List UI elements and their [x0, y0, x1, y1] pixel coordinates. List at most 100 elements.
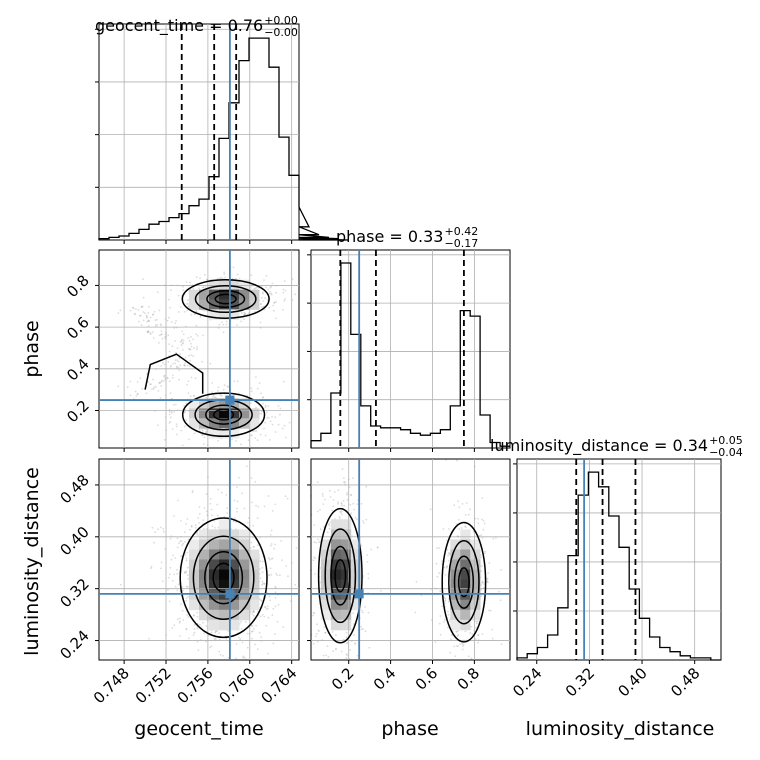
scatter-point [264, 406, 267, 409]
scatter-point [268, 292, 271, 295]
scatter-point [326, 645, 329, 648]
scatter-point [322, 654, 325, 657]
scatter-point [287, 575, 289, 578]
scatter-point [255, 504, 257, 507]
scatter-point [420, 594, 423, 597]
scatter-point [168, 298, 170, 301]
scatter-point [206, 528, 208, 530]
scatter-point [285, 436, 287, 439]
scatter-point [220, 276, 223, 279]
scatter-point [194, 377, 197, 380]
scatter-point [471, 633, 474, 635]
scatter-point [185, 628, 188, 631]
scatter-point [186, 552, 189, 554]
scatter-point [241, 492, 243, 495]
scatter-point [314, 635, 317, 638]
scatter-point [447, 600, 450, 603]
scatter-point [243, 318, 245, 320]
density-cell [320, 539, 332, 550]
scatter-point [277, 603, 280, 606]
scatter-point [201, 434, 204, 437]
scatter-point [272, 642, 275, 645]
density-cell [239, 559, 250, 570]
tick-label: 0.6 [63, 313, 93, 343]
scatter-point [459, 643, 461, 645]
scatter-point [443, 596, 446, 599]
density-cell [330, 589, 342, 601]
truth-marker [225, 395, 235, 405]
contour-line [213, 408, 235, 421]
scatter-point [200, 626, 203, 628]
scatter-point [183, 425, 186, 428]
scatter-point [262, 402, 264, 405]
scatter-point [192, 614, 195, 616]
scatter-point [338, 517, 341, 520]
scatter-point [186, 364, 189, 367]
scatter-point [216, 514, 219, 517]
scatter-point [160, 561, 163, 564]
scatter-point [180, 555, 182, 558]
scatter-point [446, 548, 449, 551]
scatter-point [187, 538, 190, 541]
scatter-point [187, 305, 190, 307]
density-cell [460, 579, 471, 591]
scatter-point [341, 513, 343, 516]
scatter-point [171, 397, 173, 400]
scatter-point [119, 583, 122, 586]
contour-line [324, 528, 357, 624]
scatter-point [289, 600, 292, 602]
scatter-point [481, 518, 483, 521]
scatter-point [276, 574, 279, 577]
density-cell [249, 418, 260, 429]
scatter-point [185, 523, 187, 525]
scatter-point [260, 412, 263, 415]
tick-label: 0.752 [132, 664, 175, 707]
density-cell [450, 599, 461, 611]
scatter-point [157, 390, 160, 392]
scatter-point [470, 657, 473, 660]
density-layer [189, 279, 481, 631]
scatter-point [218, 650, 221, 653]
scatter-point [218, 323, 221, 326]
scatter-point [190, 342, 192, 345]
scatter-point [346, 493, 348, 496]
scatter-point [203, 528, 205, 530]
contour-line [330, 545, 351, 606]
density-cell [189, 418, 200, 429]
scatter-point [260, 306, 263, 309]
scatter-point [270, 573, 273, 576]
scatter-point [461, 648, 464, 651]
scatter-point [246, 646, 249, 649]
scatter-point [146, 372, 148, 375]
scatter-point [342, 499, 345, 502]
scatter-point [268, 558, 271, 561]
density-cell [340, 619, 352, 631]
scatter-point [260, 392, 262, 395]
scatter-point [189, 348, 192, 351]
scatter-point [168, 343, 171, 345]
scatter-point [219, 654, 222, 656]
scatter-point [250, 625, 253, 627]
scatter-point [268, 595, 271, 598]
scatter-point [184, 540, 186, 543]
tick-label: 0.764 [257, 664, 300, 707]
scatter-point [267, 495, 270, 497]
scatter-point [164, 336, 167, 339]
scatter-point [263, 427, 265, 430]
scatter-point [260, 297, 263, 299]
scatter-point [169, 537, 172, 540]
scatter-point [341, 468, 344, 471]
scatter-point [360, 625, 362, 628]
scatter-point [256, 648, 259, 651]
density-cell [340, 519, 352, 530]
scatter-point [185, 597, 188, 600]
scatter-point [180, 540, 183, 542]
scatter-point [444, 597, 447, 600]
scatter-point [211, 382, 214, 384]
scatter-point [250, 434, 253, 437]
scatter-point [177, 294, 180, 297]
scatter-point [283, 300, 286, 302]
density-cell [460, 609, 471, 621]
scatter-point [346, 498, 349, 501]
scatter-point [255, 406, 258, 409]
